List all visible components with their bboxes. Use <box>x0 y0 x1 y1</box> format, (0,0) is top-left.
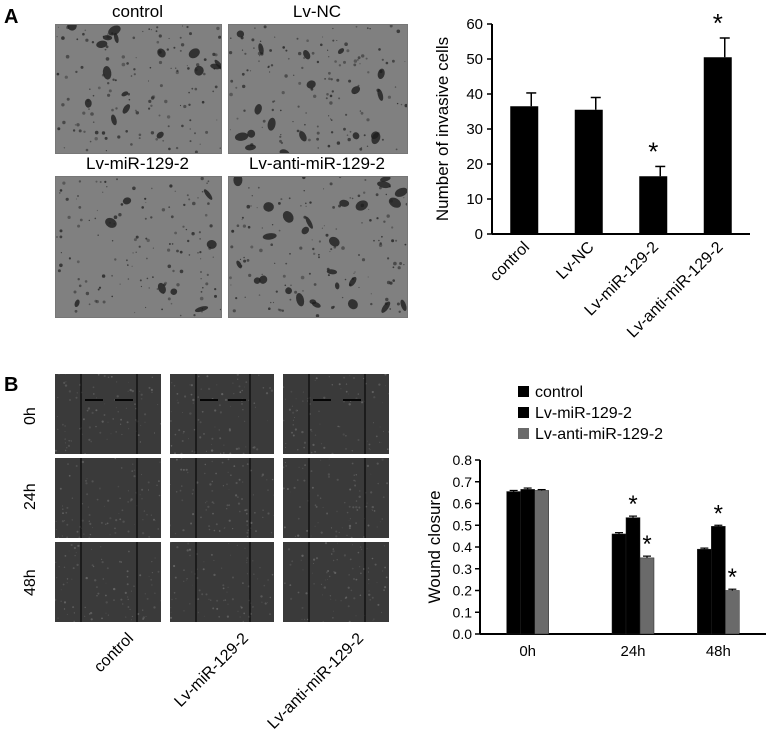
bar <box>507 492 521 634</box>
y-tick-label: 0.8 <box>453 452 473 468</box>
invasion-bar-chart: 0 10 20 30 40 50 60 Number of invasive cells con… <box>420 0 771 372</box>
wound-image-lv-anti-mir-0h <box>283 374 389 454</box>
wound-image-lv-mir-0h <box>170 374 274 454</box>
micrograph-label-lv-anti-mir: Lv-anti-miR-129-2 <box>228 154 406 174</box>
micrograph-texture <box>57 25 222 153</box>
micrograph-label-lv-nc: Lv-NC <box>228 2 406 22</box>
wound-texture <box>170 374 273 454</box>
significance-marker: * <box>648 136 658 166</box>
row-label-48h: 48h <box>22 569 40 596</box>
y-tick-label: 0.5 <box>453 517 473 533</box>
wound-image-lv-anti-mir-24h <box>283 458 389 538</box>
significance-marker: * <box>714 500 723 527</box>
y-tick-label: 0.1 <box>453 604 473 620</box>
legend-swatch <box>518 407 529 418</box>
legend-swatch <box>518 386 529 397</box>
y-tick-label: 0.0 <box>453 626 473 642</box>
panel-a-letter: A <box>4 6 18 29</box>
wound-texture <box>55 542 161 622</box>
micrograph-texture <box>229 25 407 153</box>
bar <box>640 558 654 634</box>
micrograph-lv-mir <box>55 176 222 318</box>
bar <box>535 490 549 634</box>
significance-marker: * <box>713 8 723 38</box>
bar <box>711 526 725 634</box>
y-tick-label: 0.4 <box>453 539 473 555</box>
y-tick-label: 20 <box>466 156 483 173</box>
wound-texture <box>283 458 388 538</box>
wound-image-lv-mir-24h <box>170 458 274 538</box>
x-tick-label: 0h <box>519 643 536 660</box>
bar <box>697 549 711 634</box>
micrograph-texture <box>229 177 407 317</box>
y-tick-label: 30 <box>466 121 483 138</box>
bar <box>626 518 640 634</box>
x-tick-label: 48h <box>706 643 731 660</box>
micrograph-control <box>55 24 222 154</box>
y-tick-label: 0.2 <box>453 583 473 599</box>
y-tick-label: 10 <box>466 191 483 208</box>
row-label-0h: 0h <box>22 407 40 425</box>
micrograph-label-lv-mir: Lv-miR-129-2 <box>55 154 220 174</box>
bar <box>510 106 538 234</box>
x-tick-label: control <box>487 239 533 285</box>
wound-image-control-48h <box>55 542 161 622</box>
bar <box>704 57 732 234</box>
y-tick-label: 60 <box>466 16 483 33</box>
wound-texture <box>56 458 161 538</box>
y-tick-label: 40 <box>466 86 483 103</box>
bar <box>521 489 535 634</box>
panel-b-letter: B <box>4 374 18 397</box>
wound-closure-bar-chart: 0.0 0.1 0.2 0.3 0.4 0.5 0.6 0.7 0.8 Wound closure… <box>420 376 771 742</box>
legend-label: control <box>535 384 583 401</box>
micrograph-lv-nc <box>228 24 408 154</box>
wound-image-control-24h <box>55 458 161 538</box>
y-tick-label: 50 <box>466 51 483 68</box>
y-tick-label: 0.7 <box>453 474 473 490</box>
y-tick-label: 0.3 <box>453 561 473 577</box>
legend-label: Lv-anti-miR-129-2 <box>535 426 663 443</box>
legend-label: Lv-miR-129-2 <box>535 405 632 422</box>
significance-marker: * <box>728 564 737 591</box>
micrograph-lv-anti-mir <box>228 176 408 318</box>
wound-image-lv-mir-48h <box>170 542 274 622</box>
bar <box>575 110 603 234</box>
y-axis-label: Wound closure <box>425 490 444 603</box>
x-tick-label: Lv-NC <box>553 239 597 283</box>
wound-texture <box>284 542 387 622</box>
x-tick-label: 24h <box>620 643 645 660</box>
bar <box>639 176 667 234</box>
column-label-control: control <box>91 630 138 677</box>
wound-texture <box>283 374 389 454</box>
micrograph-texture <box>56 177 221 316</box>
y-tick-label: 0.6 <box>453 496 473 512</box>
row-label-24h: 24h <box>22 483 40 510</box>
wound-image-control-0h <box>55 374 161 454</box>
bar <box>612 534 626 634</box>
significance-marker: * <box>628 491 637 518</box>
legend-swatch <box>518 428 529 439</box>
wound-image-lv-anti-mir-48h <box>283 542 389 622</box>
y-tick-label: 0 <box>475 226 483 243</box>
y-axis-label: Number of invasive cells <box>433 37 452 221</box>
significance-marker: * <box>642 531 651 558</box>
micrograph-label-control: control <box>55 2 220 22</box>
wound-texture <box>55 374 161 454</box>
wound-closure-chart: 0.0 0.1 0.2 0.3 0.4 0.5 0.6 0.7 0.8 Wound closure… <box>420 376 771 742</box>
invasion-chart: 0 10 20 30 40 50 60 Number of invasive cells con… <box>420 0 771 372</box>
column-label-lv-mir: Lv-miR-129-2 <box>171 630 252 711</box>
wound-texture <box>170 458 274 538</box>
wound-texture <box>170 542 273 622</box>
column-label-lv-anti-mir: Lv-anti-miR-129-2 <box>264 630 367 733</box>
bar <box>725 591 739 635</box>
